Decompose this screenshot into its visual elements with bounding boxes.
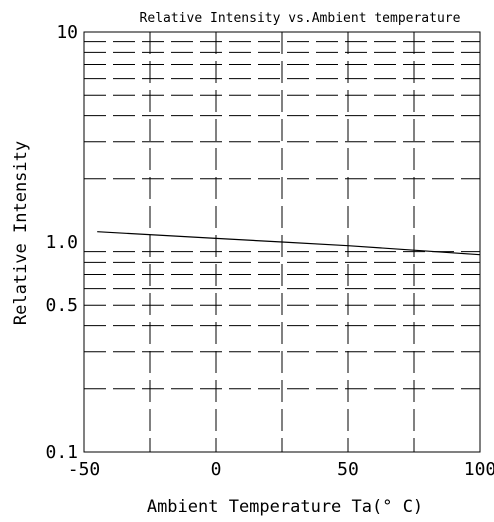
y-tick-label: 0.5 — [45, 295, 78, 316]
x-tick-label: 50 — [337, 459, 359, 480]
x-axis-label: Ambient Temperature Ta(° C) — [147, 497, 423, 517]
x-tick-label: -50 — [68, 459, 101, 480]
x-tick-label: 0 — [211, 459, 222, 480]
y-tick-label: 10 — [56, 22, 78, 43]
series-line — [97, 231, 481, 256]
x-tick-label: 100 — [464, 459, 494, 480]
y-tick-labels: 0.1 0.5 1.0 10 — [45, 22, 78, 463]
grid — [84, 32, 480, 452]
y-axis-label: Relative Intensity — [11, 141, 31, 325]
series-group — [97, 231, 481, 256]
plot-frame — [83, 31, 481, 453]
y-tick-label: 0.1 — [45, 442, 78, 463]
chart-title: Relative Intensity vs.Ambient temperatur… — [140, 11, 461, 26]
y-tick-label: 1.0 — [45, 232, 78, 253]
x-tick-labels: -50 0 50 100 — [68, 459, 494, 480]
